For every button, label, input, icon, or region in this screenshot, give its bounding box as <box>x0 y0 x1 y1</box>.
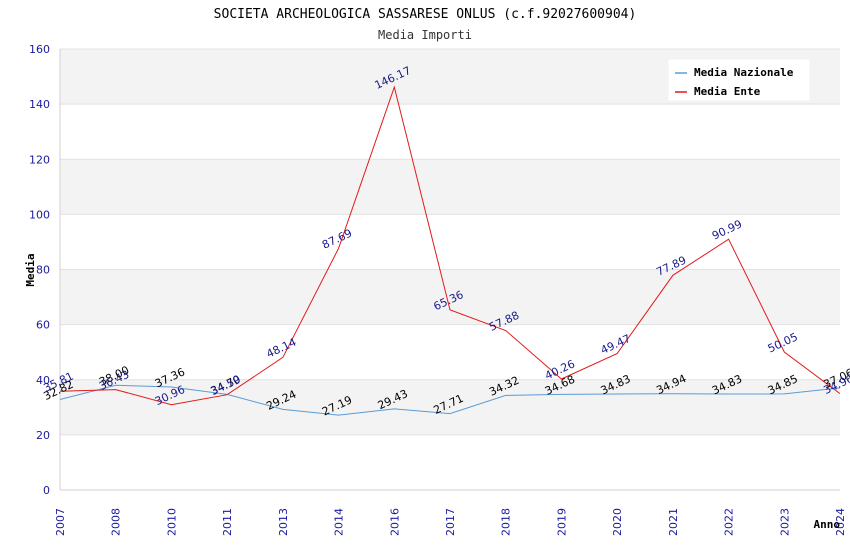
x-tick-label: 2014 <box>333 508 346 536</box>
y-tick-label: 0 <box>43 484 50 497</box>
plot-band <box>60 104 840 160</box>
y-tick-label: 40 <box>36 374 50 387</box>
y-tick-label: 120 <box>29 153 50 166</box>
x-tick-label: 2016 <box>388 508 401 536</box>
chart-title: SOCIETA ARCHEOLOGICA SASSARESE ONLUS (c.… <box>214 7 637 22</box>
y-tick-label: 80 <box>36 264 50 277</box>
x-tick-label: 2010 <box>165 508 178 536</box>
chart-subtitle: Media Importi <box>378 28 472 42</box>
x-tick-label: 2011 <box>221 508 234 536</box>
x-tick-label: 2008 <box>110 508 123 536</box>
legend-entry: Media Nazionale <box>694 66 794 79</box>
x-tick-label: 2020 <box>611 508 624 536</box>
series-line-media-nazionale <box>59 384 841 416</box>
x-tick-label: 2019 <box>555 508 568 536</box>
y-axis-label: Media <box>24 253 37 286</box>
series-line-media-ente <box>59 85 841 406</box>
y-tick-labels: 0 20 40 60 80 100 120 140 160 <box>29 43 50 497</box>
plot-bands <box>60 49 840 490</box>
y-tick-label: 60 <box>36 319 50 332</box>
plot-band <box>60 434 840 490</box>
x-tick-label: 2007 <box>54 508 67 536</box>
plot-band <box>60 324 840 380</box>
plot-band <box>60 214 840 270</box>
plot-band <box>60 379 840 435</box>
x-tick-label: 2021 <box>667 508 680 536</box>
x-tick-label: 2017 <box>444 508 457 536</box>
x-tick-label: 2023 <box>778 508 791 536</box>
x-axis-label: Anno <box>814 518 841 531</box>
x-tick-labels: 2007 2008 2010 2011 2013 2014 2016 2017 2018 2019… <box>54 508 847 536</box>
y-tick-label: 160 <box>29 43 50 56</box>
y-tick-label: 20 <box>36 429 50 442</box>
legend-entry: Media Ente <box>694 85 761 98</box>
plot-band <box>60 159 840 215</box>
x-tick-label: 2018 <box>500 508 513 536</box>
y-tick-label: 140 <box>29 98 50 111</box>
legend-box <box>668 59 810 101</box>
y-tick-label: 100 <box>29 208 50 221</box>
x-tick-label: 2013 <box>277 508 290 536</box>
axes <box>59 49 840 491</box>
plot-band <box>60 269 840 325</box>
legend: Media Nazionale Media Ente <box>668 59 810 101</box>
x-tick-label: 2024 <box>834 508 847 536</box>
x-tick-label: 2022 <box>723 508 736 536</box>
series-lines <box>59 85 841 416</box>
